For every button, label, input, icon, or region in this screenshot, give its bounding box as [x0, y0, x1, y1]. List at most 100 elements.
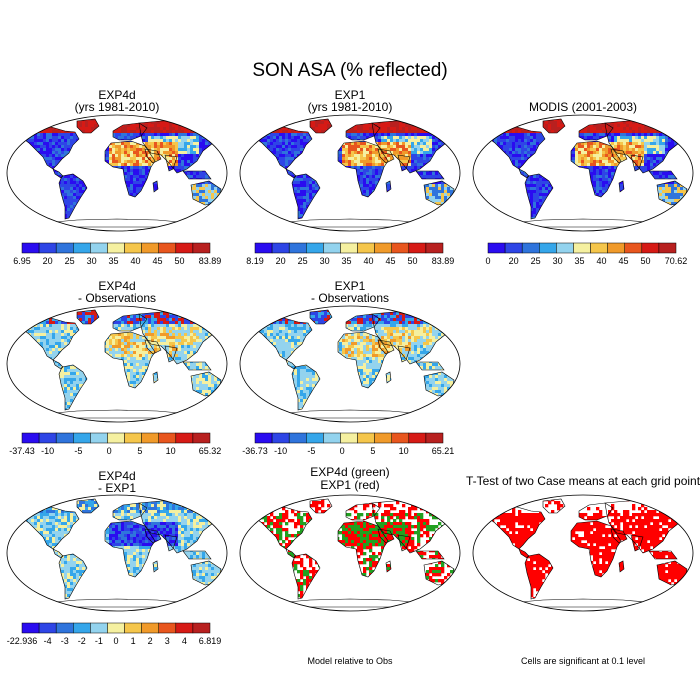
colorbar-exp1-obs: -36.73 -10 -5 0 5 10 65.21 [242, 432, 454, 456]
colorbar-swatch [408, 432, 427, 444]
colorbar-label: 40 [364, 256, 374, 266]
colorbar-swatch [607, 242, 625, 254]
colorbar-label: 0 [485, 256, 490, 266]
colorbar-swatch [90, 242, 108, 254]
colorbar-label: -36.73 [242, 446, 268, 456]
panel-title-exp4d-obs-line2: - Observations [78, 291, 156, 305]
panel-title-exp4d-line1: EXP4d [98, 88, 135, 102]
panel-title-exp4d-exp1-line1: EXP4d [98, 469, 135, 483]
colorbar-exp4d-exp1: -22.936 -4 -3 -2 -1 0 1 2 3 4 6.819 [7, 622, 222, 646]
colorbar-swatch [539, 242, 557, 254]
colorbar-swatch [175, 622, 194, 634]
note-significance: Cells are significant at 0.1 level [521, 656, 645, 666]
map-ttest [472, 494, 694, 612]
colorbar-label: 35 [109, 256, 119, 266]
colorbar-label: -4 [44, 636, 52, 646]
colorbar-label: 25 [531, 256, 541, 266]
colorbar-swatch [254, 432, 273, 444]
colorbar-swatch [624, 242, 643, 254]
colorbar-label: 10 [399, 446, 409, 456]
colorbar-label: 50 [174, 256, 184, 266]
colorbar-swatch [425, 242, 444, 254]
colorbar-swatch [340, 432, 358, 444]
colorbar-swatch [55, 622, 74, 634]
colorbar-label: 20 [276, 256, 286, 266]
colorbar-swatch [124, 622, 142, 634]
panel-title-exp1-line1: EXP1 [335, 88, 366, 102]
colorbar-swatch [271, 242, 290, 254]
colorbar-swatch [158, 622, 177, 634]
colorbar-swatch [90, 622, 108, 634]
colorbar-swatch [90, 432, 108, 444]
panel-title-exp4d-exp1-line2: - EXP1 [98, 481, 136, 495]
map-exp1 [239, 114, 461, 232]
map-closer [239, 494, 461, 612]
colorbar-label: 65.32 [199, 446, 222, 456]
colorbar-label: 6.95 [13, 256, 31, 266]
colorbar-swatch [254, 242, 273, 254]
panel-title-exp1-obs-line1: EXP1 [335, 279, 366, 293]
colorbar-swatch [192, 432, 211, 444]
colorbar-label: 35 [342, 256, 352, 266]
colorbar-swatch [175, 432, 194, 444]
panel-title-closer-line2: EXP1 (red) [320, 478, 379, 492]
colorbar-swatch [340, 242, 358, 254]
colorbar-label: 8.19 [246, 256, 264, 266]
colorbar-label: 83.89 [199, 256, 222, 266]
colorbar-label: 6.819 [199, 636, 222, 646]
colorbar-swatch [158, 242, 177, 254]
colorbar-swatch [521, 242, 540, 254]
colorbar-label: 0 [340, 446, 345, 456]
colorbar-swatch [306, 432, 324, 444]
colorbar-swatch [288, 432, 307, 444]
colorbar-swatch [391, 242, 410, 254]
colorbar-swatch [573, 242, 591, 254]
colorbar-label: -10 [274, 446, 287, 456]
colorbar-swatch [556, 242, 574, 254]
colorbar-label: 5 [137, 446, 142, 456]
colorbar-label: 4 [182, 636, 187, 646]
colorbar-label: 30 [320, 256, 330, 266]
colorbar-label: -1 [95, 636, 103, 646]
colorbar-label: 35 [575, 256, 585, 266]
colorbar-swatch [641, 242, 660, 254]
colorbar-swatch [21, 242, 40, 254]
colorbar-label: -5 [307, 446, 315, 456]
colorbar-swatch [590, 242, 608, 254]
colorbar-swatch [357, 432, 375, 444]
colorbar-swatch [107, 432, 125, 444]
colorbar-label: -2 [78, 636, 86, 646]
colorbar-label: 45 [152, 256, 162, 266]
panel-title-exp4d-obs-line1: EXP4d [98, 279, 135, 293]
colorbar-swatch [73, 242, 91, 254]
colorbar-label: 5 [370, 446, 375, 456]
colorbar-label: 25 [65, 256, 75, 266]
colorbar-swatch [374, 432, 392, 444]
colorbar-swatch [192, 242, 211, 254]
colorbar-swatch [141, 622, 159, 634]
colorbar-label: -37.43 [9, 446, 35, 456]
panel-title-exp1-line2: (yrs 1981-2010) [308, 100, 393, 114]
colorbar-label: 20 [43, 256, 53, 266]
colorbar-swatch [271, 432, 290, 444]
map-exp4d-exp1 [6, 494, 228, 612]
panel-title-exp1-obs-line2: - Observations [311, 291, 389, 305]
colorbar-swatch [288, 242, 307, 254]
colorbar-swatch [306, 242, 324, 254]
colorbar-label: -5 [74, 446, 82, 456]
colorbar-swatch [425, 432, 444, 444]
colorbar-label: 25 [298, 256, 308, 266]
panel-title-closer-line1: EXP4d (green) [310, 465, 389, 479]
map-exp1-obs [239, 305, 461, 423]
colorbar-swatch [391, 432, 410, 444]
colorbar-swatch [73, 622, 91, 634]
colorbar-swatch [124, 242, 142, 254]
panel-titles: EXP4d (yrs 1981-2010) EXP1 (yrs 1981-201… [75, 88, 700, 495]
colorbar-swatch [21, 622, 40, 634]
colorbar-swatch [73, 432, 91, 444]
colorbar-label: 70.62 [665, 256, 688, 266]
colorbar-label: 20 [509, 256, 519, 266]
colorbar-label: 2 [148, 636, 153, 646]
colorbar-label: 50 [407, 256, 417, 266]
